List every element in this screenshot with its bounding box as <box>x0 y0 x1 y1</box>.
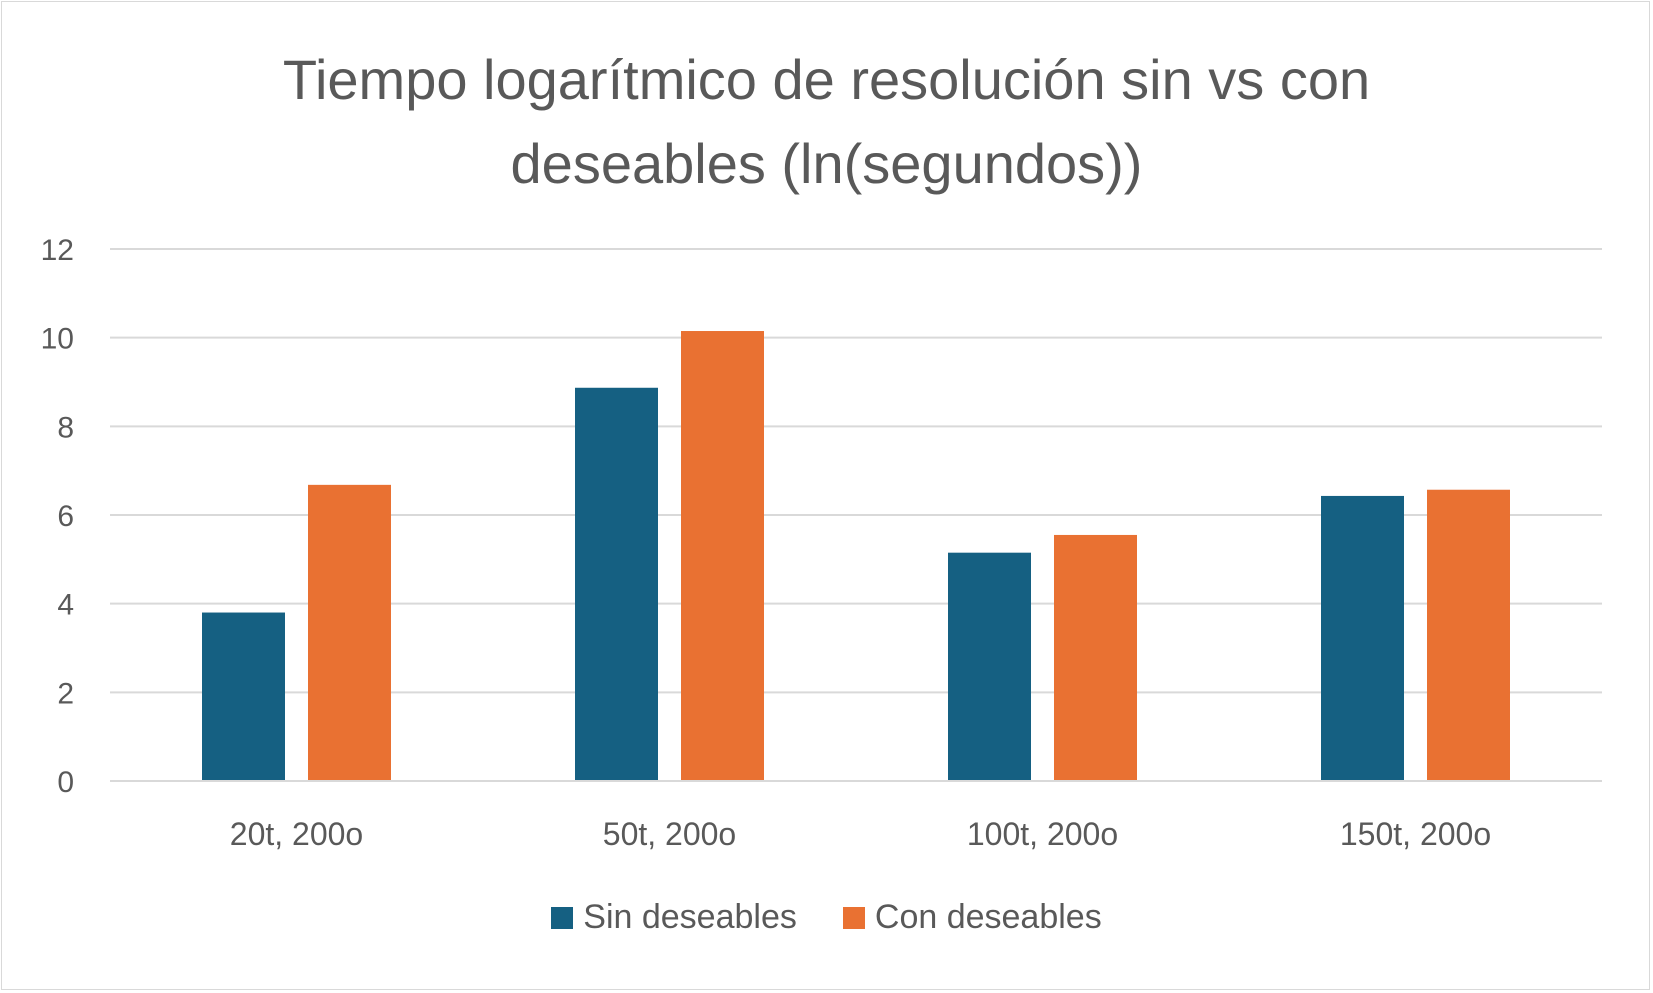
y-tick-label: 6 <box>57 500 74 533</box>
legend-label: Sin deseables <box>583 898 797 936</box>
y-tick-label: 12 <box>41 234 74 267</box>
y-tick-label: 2 <box>57 677 74 710</box>
x-axis-category-labels: 20t, 200o 50t, 200o 100t, 200o 150t, 200o <box>230 816 1491 852</box>
legend-label: Con deseables <box>874 898 1102 936</box>
y-tick-label: 10 <box>41 323 74 356</box>
legend: Sin deseables Con deseables <box>0 898 1653 937</box>
y-tick-label: 4 <box>57 589 74 622</box>
x-category-label: 20t, 200o <box>230 816 363 852</box>
x-category-label: 150t, 200o <box>1340 816 1491 852</box>
chart-title: Tiempo logarítmico de resolución sin vs … <box>282 48 1371 195</box>
y-tick-label: 0 <box>57 766 74 799</box>
y-axis-tick-labels: 0 2 4 6 8 10 12 <box>41 234 74 799</box>
bar-con-deseables-3[interactable] <box>1427 489 1510 781</box>
legend-swatch <box>551 906 574 929</box>
bar-con-deseables-1[interactable] <box>681 331 764 781</box>
y-tick-label: 8 <box>57 411 74 444</box>
legend-item-con-deseables[interactable]: Con deseables <box>842 898 1102 937</box>
bar-con-deseables-2[interactable] <box>1054 534 1137 781</box>
bar-sin-deseables-0[interactable] <box>202 612 285 781</box>
x-category-label: 100t, 200o <box>967 816 1118 852</box>
legend-item-sin-deseables[interactable]: Sin deseables <box>551 898 797 937</box>
bar-con-deseables-0[interactable] <box>308 484 391 781</box>
bar-sin-deseables-1[interactable] <box>575 387 658 781</box>
bar-sin-deseables-3[interactable] <box>1321 495 1404 781</box>
legend-swatch <box>842 906 865 929</box>
bars <box>110 331 1602 782</box>
bar-sin-deseables-2[interactable] <box>948 552 1031 781</box>
x-category-label: 50t, 200o <box>603 816 736 852</box>
